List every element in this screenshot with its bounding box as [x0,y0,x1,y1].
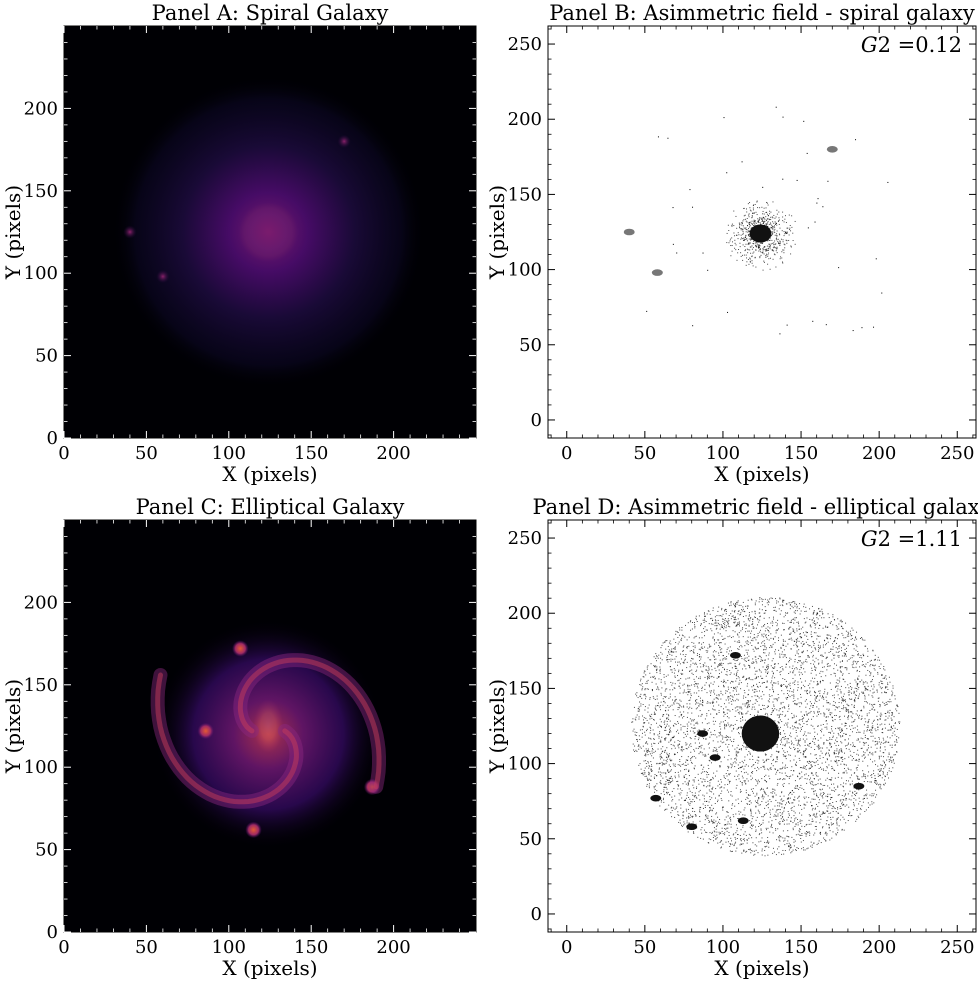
point-source-feature [123,225,137,239]
clump [651,269,663,276]
x-tick-label: 0 [58,443,69,464]
panel-1: 0 50 100 150 200 0 50 100 150 200 Panel A: Spiral … [1,1,477,486]
x-tick-label: 150 [784,937,818,958]
clump [709,754,721,761]
disk-feature [152,618,384,850]
point-source-feature [156,269,170,284]
y-tick-label: 150 [508,184,542,205]
y-tick-label: 0 [531,410,542,431]
plot-area [64,26,476,438]
spiral-arm-bright [155,672,299,805]
y-tick-label: 50 [519,335,542,356]
panel-4: 0 50 100 150 200 250 0 50 100 150 200 250 Panel D: A… [485,495,978,980]
dense-core [741,715,780,752]
clump [697,730,709,737]
y-axis-label: Y (pixels) [1,185,25,280]
y-tick-label: 150 [24,675,58,696]
y-tick-label: 200 [508,109,542,130]
x-axis-label: X (pixels) [714,462,809,486]
y-tick-label: 50 [35,346,58,367]
x-tick-label: 0 [58,937,69,958]
x-tick-label: 50 [633,937,656,958]
knot-feature [232,640,249,657]
g2-annotation: G2 =1.11 [861,527,962,551]
asymmetry-points [631,597,901,857]
clump [729,652,741,659]
y-tick-label: 100 [508,260,542,281]
x-tick-label: 150 [784,443,818,464]
x-tick-label: 200 [376,937,410,958]
plot-area [548,26,976,438]
clump [623,228,635,236]
x-tick-label: 100 [706,937,740,958]
knot-feature [197,722,214,740]
y-axis-label: Y (pixels) [485,679,509,774]
clump [686,823,698,831]
knot-feature [245,821,262,839]
y-tick-label: 250 [508,34,542,55]
y-tick-label: 50 [519,829,542,850]
axes-frame [63,25,477,439]
x-tick-label: 200 [862,443,896,464]
panel-title: Panel C: Elliptical Galaxy [136,495,405,519]
y-tick-label: 250 [508,528,542,549]
y-axis-label: Y (pixels) [485,185,509,280]
clump [737,817,749,825]
x-tick-label: 250 [940,937,974,958]
x-tick-label: 150 [294,443,328,464]
dense-core [749,224,772,243]
halo-feature [111,75,425,389]
point-source-feature [337,134,351,148]
y-tick-label: 200 [24,592,58,613]
y-tick-label: 100 [508,754,542,775]
panel-title: Panel A: Spiral Galaxy [152,1,389,25]
y-tick-label: 50 [35,840,58,861]
x-tick-label: 100 [706,443,740,464]
y-tick-label: 100 [24,263,58,284]
x-axis-label: X (pixels) [222,462,317,486]
panel-title: Panel D: Asimmetric field - elliptical g… [533,495,978,519]
y-tick-label: 0 [531,904,542,925]
panel-2: 0 50 100 150 200 250 0 50 100 150 200 250 Panel B: A… [485,1,977,486]
plot-area [64,520,476,932]
x-axis-label: X (pixels) [222,956,317,980]
panel-3: 0 50 100 150 200 0 50 100 150 200 Panel C: Ellipti… [1,495,477,980]
x-tick-label: 50 [135,443,158,464]
y-tick-label: 150 [508,678,542,699]
clump [826,145,838,153]
g2-annotation: G2 =0.12 [861,33,962,57]
x-tick-label: 50 [135,937,158,958]
x-tick-label: 100 [212,443,246,464]
x-tick-label: 0 [561,937,572,958]
x-tick-label: 250 [940,443,974,464]
y-tick-label: 0 [47,922,58,943]
axes-frame [547,519,977,933]
x-axis-label: X (pixels) [714,956,809,980]
x-tick-label: 50 [633,443,656,464]
x-tick-label: 200 [862,937,896,958]
x-tick-label: 100 [212,937,246,958]
clump [650,794,662,802]
clump [853,782,865,790]
y-axis-label: Y (pixels) [1,679,25,774]
plot-area [548,520,976,932]
x-tick-label: 200 [376,443,410,464]
axes-frame [63,519,477,933]
y-tick-label: 100 [24,757,58,778]
panel-title: Panel B: Asimmetric field - spiral galax… [549,1,975,25]
axes-frame [547,25,977,439]
x-tick-label: 0 [561,443,572,464]
y-tick-label: 150 [24,181,58,202]
spiral-arm-bright [237,657,382,790]
x-tick-label: 150 [294,937,328,958]
y-tick-label: 200 [24,98,58,119]
spiral-arms [150,653,386,809]
y-tick-label: 200 [508,603,542,624]
y-tick-label: 0 [47,428,58,449]
